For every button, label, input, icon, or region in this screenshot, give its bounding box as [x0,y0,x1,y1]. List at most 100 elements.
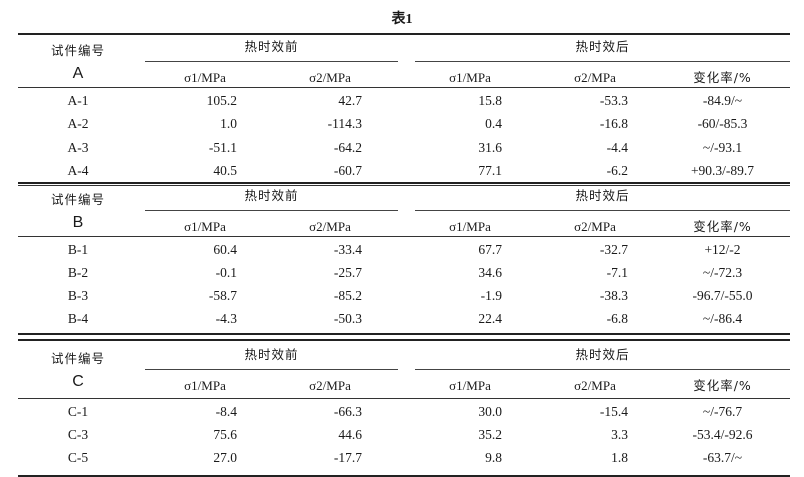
after-sigma2: -7.1 [606,265,628,280]
group-underline [145,61,398,62]
change-rate: -63.7/~ [702,450,743,465]
change-rate: ~/-86.4 [702,311,743,326]
after-sigma1: 30.0 [478,404,502,419]
table-row: A-4 40.5 -60.7 77.1 -6.2 +90.3/-89.7 [0,163,804,181]
specimen-id: B-3 [67,288,89,303]
before-sigma1: 105.2 [206,93,237,108]
before-sigma1: 75.6 [213,427,237,442]
before-sigma2: 42.7 [338,93,362,108]
table-row: C-1 -8.4 -66.3 30.0 -15.4 ~/-76.7 [0,404,804,422]
after-sigma1: 35.2 [478,427,502,442]
after-sigma1-header: σ1/MPa [449,378,491,393]
before-sigma1-header: σ1/MPa [184,70,226,85]
before-sigma2: -50.3 [333,311,362,326]
after-sigma2: -6.8 [606,311,628,326]
before-sigma1-header: σ1/MPa [184,378,226,393]
before-sigma2-header: σ2/MPa [309,219,351,234]
before-sigma1: -4.3 [215,311,237,326]
specimen-id: A-4 [67,162,89,178]
after-sigma2: -4.4 [606,139,628,155]
before-sigma2: -25.7 [333,265,362,280]
specimen-id: C-1 [67,404,89,419]
change-rate: +90.3/-89.7 [690,162,755,178]
top-rule [18,333,790,335]
before-sigma1: -51.1 [208,139,237,155]
change-rate: ~/-93.1 [702,139,743,155]
table-row: B-3 -58.7 -85.2 -1.9 -38.3 -96.7/-55.0 [0,288,804,306]
table-row: B-2 -0.1 -25.7 34.6 -7.1 ~/-72.3 [0,265,804,283]
before-sigma2-header: σ2/MPa [309,378,351,393]
change-rate-header: 变化率/% [693,70,752,85]
after-sigma2-header: σ2/MPa [574,219,616,234]
before-sigma2: -17.7 [333,450,362,465]
before-aging-header: 热时效前 [244,39,299,54]
before-sigma2: -33.4 [333,242,362,257]
after-sigma1: 31.6 [478,139,502,155]
after-sigma2: -6.2 [606,162,628,178]
before-sigma2: -85.2 [333,288,362,303]
after-sigma1: -1.9 [480,288,502,303]
group-underline [415,210,790,211]
table-row: C-3 75.6 44.6 35.2 3.3 -53.4/-92.6 [0,427,804,445]
after-sigma2: 1.8 [611,450,628,465]
after-sigma1: 34.6 [478,265,502,280]
after-sigma1: 22.4 [478,311,502,326]
table-row: A-2 1.0 -114.3 0.4 -16.8 -60/-85.3 [0,116,804,134]
before-aging-header: 热时效前 [244,188,299,203]
table-block-C: 试件编号 C 热时效前 热时效后 σ1/MPa σ2/MPa σ1/MPa σ2/MPa 变化率… [0,333,804,477]
top-rule [18,182,790,184]
before-sigma2: -114.3 [327,116,362,132]
before-sigma2: -64.2 [333,139,362,155]
after-sigma2: 3.3 [611,427,628,442]
top-rule [18,33,790,35]
specimen-id: B-1 [67,242,89,257]
before-sigma2: -66.3 [333,404,362,419]
change-rate: -60/-85.3 [697,116,748,132]
specimen-id: A-2 [67,116,89,132]
before-sigma2: -60.7 [333,162,362,178]
table-row: B-1 60.4 -33.4 67.7 -32.7 +12/-2 [0,242,804,260]
after-sigma1-header: σ1/MPa [449,70,491,85]
specimen-id: C-5 [67,450,89,465]
after-sigma1: 9.8 [485,450,502,465]
after-sigma2: -15.4 [599,404,628,419]
after-aging-header: 热时效后 [575,347,630,362]
before-sigma2-header: σ2/MPa [309,70,351,85]
change-rate: ~/-72.3 [702,265,743,280]
header-rule [18,87,790,88]
after-aging-header: 热时效后 [575,188,630,203]
after-sigma1-header: σ1/MPa [449,219,491,234]
before-sigma1: -8.4 [215,404,237,419]
table-row: B-4 -4.3 -50.3 22.4 -6.8 ~/-86.4 [0,311,804,329]
group-underline [145,210,398,211]
header-rule [18,236,790,237]
after-sigma1: 15.8 [478,93,502,108]
before-sigma2: 44.6 [338,427,362,442]
after-sigma2: -16.8 [599,116,628,132]
change-rate-header: 变化率/% [693,219,752,234]
table-block-B: 试件编号 B 热时效前 热时效后 σ1/MPa σ2/MPa σ1/MPa σ2/MPa 变化率… [0,182,804,326]
top-rule [18,339,790,341]
before-sigma1: 1.0 [220,116,237,132]
change-rate-header: 变化率/% [693,378,752,393]
before-sigma1: 40.5 [213,162,237,178]
after-sigma2-header: σ2/MPa [574,70,616,85]
specimen-id: A-3 [67,139,89,155]
after-sigma2: -38.3 [599,288,628,303]
after-aging-header: 热时效后 [575,39,630,54]
specimen-id: B-4 [67,311,89,326]
after-sigma1: 67.7 [478,242,502,257]
table-block-A: 试件编号 A 热时效前 热时效后 σ1/MPa σ2/MPa σ1/MPa σ2/MPa 变化率… [0,33,804,178]
after-sigma2-header: σ2/MPa [574,378,616,393]
before-sigma1: -0.1 [215,265,237,280]
table-row: A-1 105.2 42.7 15.8 -53.3 -84.9/~ [0,93,804,111]
group-underline [415,369,790,370]
header-rule [18,398,790,399]
change-rate: ~/-76.7 [702,404,743,419]
group-underline [145,369,398,370]
specimen-id: A-1 [67,93,89,108]
before-aging-header: 热时效前 [244,347,299,362]
table-row: A-3 -51.1 -64.2 31.6 -4.4 ~/-93.1 [0,140,804,158]
after-sigma1: 0.4 [485,116,502,132]
group-label: C [72,373,84,390]
